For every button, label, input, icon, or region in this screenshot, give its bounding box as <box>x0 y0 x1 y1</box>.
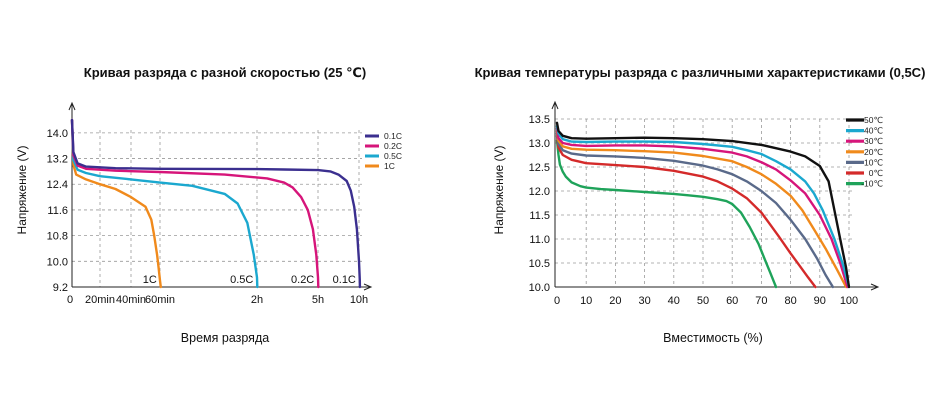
curve-end-labels: 0.1C 0.2C 0.5C 1C <box>143 274 356 286</box>
y-tick-label: 13.2 <box>47 154 68 166</box>
y-tick-label: 12.5 <box>529 162 550 174</box>
legend-label: 50℃ <box>864 115 883 125</box>
x-tick-labels: 0 10 20 30 40 50 60 70 80 90 100 <box>554 295 858 307</box>
legend-label: 0.1C <box>384 131 402 141</box>
x-tick-label: 60 <box>726 295 738 307</box>
x-tick-labels: 0 20min 40min 60min 2h 5h 10h <box>67 294 368 306</box>
x-tick-label: 70 <box>755 295 767 307</box>
y-tick-label: 13.5 <box>529 114 550 126</box>
y-axis-label: Напряжение (V) <box>492 146 506 235</box>
legend-label: 30℃ <box>864 136 883 146</box>
x-tick-label: 2h <box>251 294 263 306</box>
series-line-50c <box>555 121 851 289</box>
series-line-1C <box>70 118 162 289</box>
x-tick-label: 0 <box>67 294 73 306</box>
y-tick-label: 12.4 <box>47 179 68 191</box>
legend-label: 0.2C <box>384 141 402 151</box>
axes <box>68 101 373 291</box>
y-axis-arrow <box>551 100 559 110</box>
x-tick-label: 20min <box>85 294 115 306</box>
x-tick-label: 20 <box>609 295 621 307</box>
x-tick-label: 40min <box>116 294 146 306</box>
x-axis-label: Вместимость (%) <box>663 331 763 345</box>
y-axis-label: Напряжение (V) <box>15 146 29 235</box>
series-lines <box>70 118 362 289</box>
legend-label: 10℃ <box>864 157 883 167</box>
series-line-02C <box>70 118 320 289</box>
y-tick-label: 11.0 <box>529 234 550 246</box>
legend-label: 20℃ <box>864 147 883 157</box>
discharge-rate-chart: Кривая разряда с разной скоростью (25 ℃)… <box>15 65 402 345</box>
legend: 50℃40℃30℃20℃10℃0℃-10℃ <box>846 115 883 189</box>
x-tick-label: 40 <box>668 295 680 307</box>
curve-end-label: 1C <box>143 274 157 286</box>
y-tick-label: 11.6 <box>47 205 68 217</box>
x-axis-arrow <box>363 283 373 291</box>
series-line-10c <box>555 132 835 289</box>
series-line-01C <box>70 118 362 289</box>
curve-end-label: 0.1C <box>333 274 356 286</box>
x-tick-label: 30 <box>638 295 650 307</box>
x-tick-label: 10h <box>350 294 368 306</box>
x-tick-label: 90 <box>814 295 826 307</box>
x-tick-label: 50 <box>697 295 709 307</box>
x-tick-label: 0 <box>554 295 560 307</box>
legend-label: 0.5C <box>384 151 402 161</box>
y-tick-label: 12.0 <box>529 186 550 198</box>
series-line-20c <box>555 129 848 289</box>
series-line--10c <box>555 139 778 289</box>
chart-title: Кривая температуры разряда с различными … <box>475 65 926 80</box>
curve-end-label: 0.2C <box>291 274 314 286</box>
series-lines <box>555 121 851 289</box>
legend-label: -10℃ <box>861 179 883 189</box>
chart-title: Кривая разряда с разной скоростью (25 ℃) <box>84 65 366 80</box>
y-tick-labels: 13.5 13.0 12.5 12.0 11.5 11.0 10.5 10.0 <box>529 114 550 294</box>
y-tick-label: 10.5 <box>529 258 550 270</box>
series-line-30c <box>555 127 849 289</box>
x-tick-label: 80 <box>784 295 796 307</box>
y-tick-label: 9.2 <box>53 282 68 294</box>
x-tick-label: 5h <box>312 294 324 306</box>
series-line-0c <box>555 134 817 289</box>
series-line-40c <box>555 125 851 289</box>
axes <box>551 100 880 291</box>
legend-label: 1C <box>384 161 395 171</box>
x-tick-label: 60min <box>145 294 175 306</box>
series-line-05C <box>70 118 259 289</box>
y-tick-label: 13.0 <box>529 138 550 150</box>
temperature-discharge-chart: Кривая температуры разряда с различными … <box>475 65 926 345</box>
x-axis-label: Время разряда <box>181 331 269 345</box>
x-tick-label: 10 <box>580 295 592 307</box>
legend-label: 0℃ <box>869 168 884 178</box>
y-axis-arrow <box>68 101 76 111</box>
y-tick-label: 11.5 <box>529 210 550 222</box>
x-axis-arrow <box>870 283 880 291</box>
y-tick-label: 10.0 <box>47 256 68 268</box>
grid <box>555 118 853 287</box>
y-tick-labels: 14.0 13.2 12.4 11.6 10.8 10.0 9.2 <box>47 128 68 294</box>
curve-end-label: 0.5C <box>230 274 253 286</box>
y-tick-label: 14.0 <box>47 128 68 140</box>
x-tick-label: 100 <box>840 295 858 307</box>
y-tick-label: 10.8 <box>47 231 68 243</box>
grid <box>72 130 362 288</box>
legend-label: 40℃ <box>864 126 883 136</box>
y-tick-label: 10.0 <box>529 282 550 294</box>
